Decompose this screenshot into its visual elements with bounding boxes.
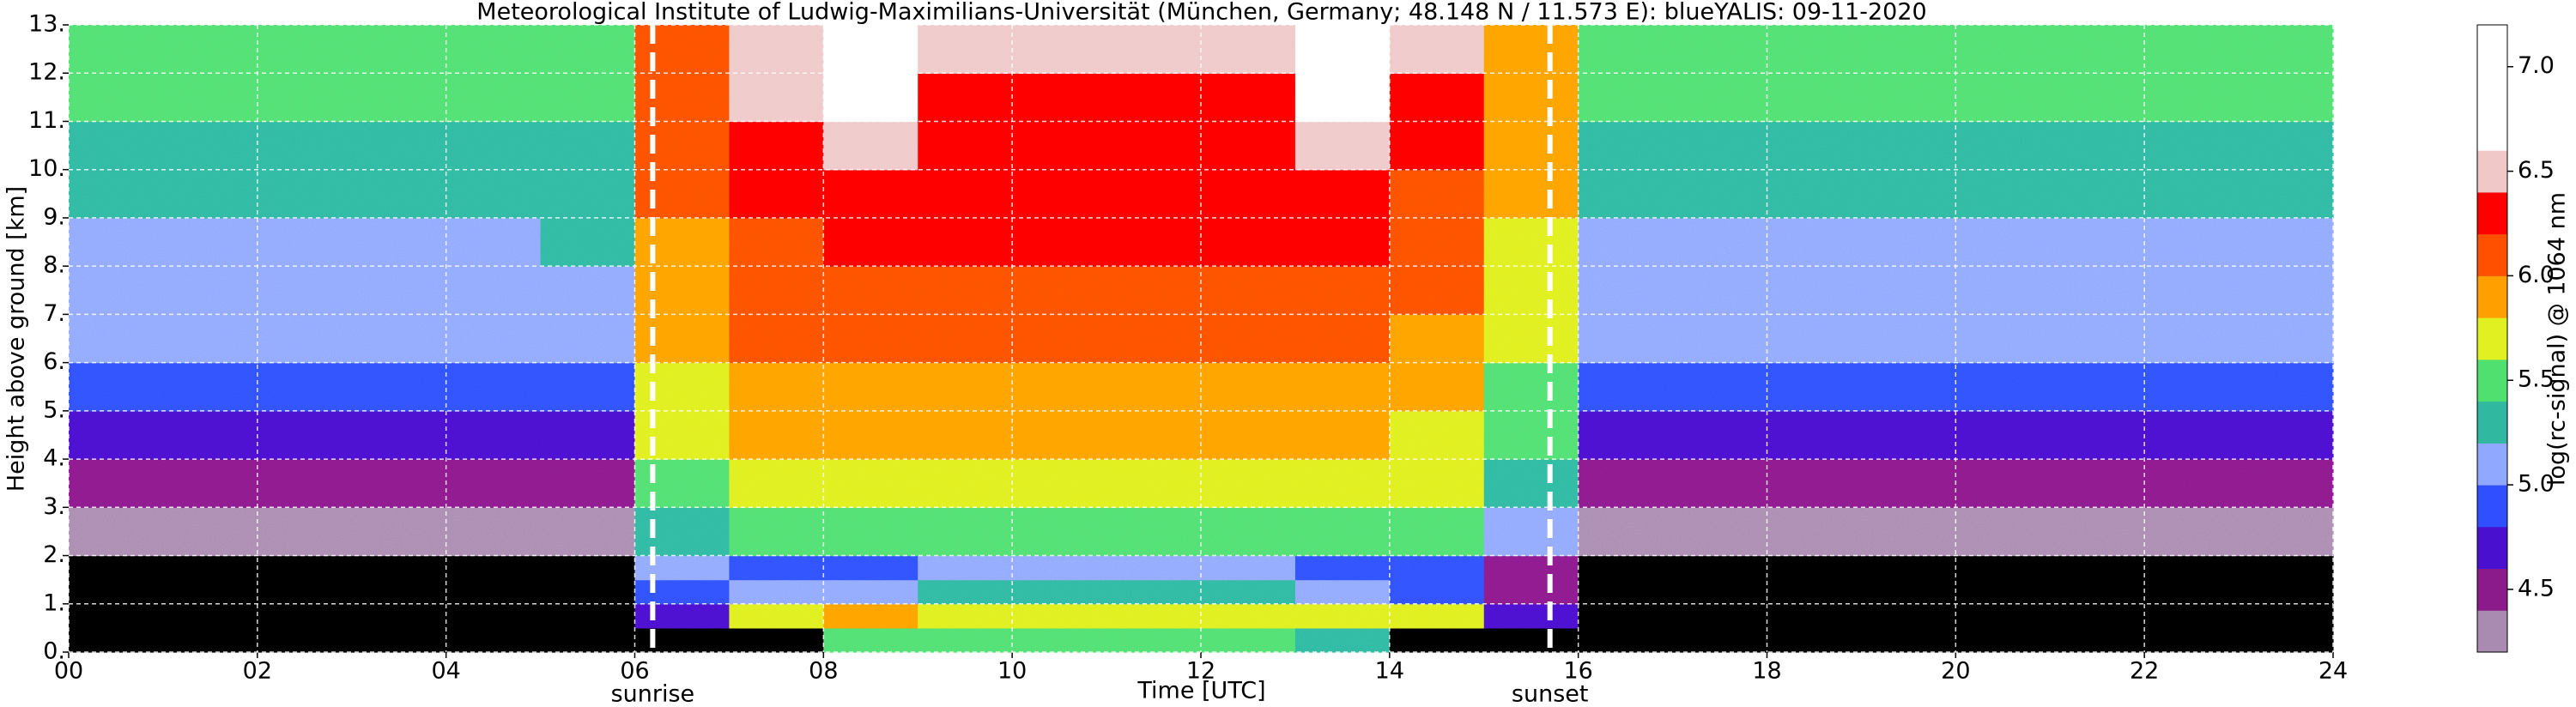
colorbar-tick-label: 5.5: [2518, 366, 2555, 393]
x-tick-label: 18: [1752, 658, 1781, 685]
colorbar-segment: [2477, 150, 2507, 193]
x-tick-label: 10: [997, 658, 1027, 685]
colorbar-segment: [2477, 275, 2507, 318]
colorbar-tick-label: 6.5: [2518, 157, 2555, 184]
x-tick-label: 06: [620, 658, 649, 685]
x-tick-label: 16: [1563, 658, 1592, 685]
colorbar-segment: [2477, 610, 2507, 653]
colorbar-tick-label: 4.5: [2518, 575, 2555, 601]
x-tick-label: 14: [1375, 658, 1404, 685]
chart-title: Meteorological Institute of Ludwig-Maxim…: [476, 0, 1926, 26]
y-tick-label: 0.: [43, 638, 65, 665]
x-tick-label: 12: [1186, 658, 1215, 685]
x-tick-label: 02: [243, 658, 272, 685]
y-tick-label: 13.: [28, 11, 65, 38]
y-tick-label: 11.: [28, 107, 65, 134]
x-tick-label: 08: [809, 658, 838, 685]
y-tick-label: 6.: [43, 348, 65, 375]
x-axis-label: Time [UTC]: [1136, 678, 1265, 704]
colorbar-segment: [2477, 568, 2507, 611]
colorbar-segment: [2477, 191, 2507, 235]
colorbar-segment: [2477, 443, 2507, 486]
y-tick-label: 12.: [28, 59, 65, 86]
x-tick-label: 22: [2130, 658, 2159, 685]
x-tick-label: 20: [1941, 658, 1970, 685]
y-tick-label: 8.: [43, 252, 65, 279]
colorbar-segment: [2477, 485, 2507, 528]
y-tick-label: 2.: [43, 541, 65, 568]
y-tick-label: 10.: [28, 155, 65, 182]
colorbar-tick-label: 6.0: [2518, 262, 2555, 288]
colorbar-label: log(rc-signal) @ 1064 nm: [2544, 192, 2571, 486]
annotation-label: sunrise: [611, 681, 695, 707]
y-tick-label: 9.: [43, 203, 65, 230]
colorbar-tick-label: 7.0: [2518, 52, 2555, 79]
colorbar-segment: [2477, 526, 2507, 570]
colorbar-tick-label: 5.0: [2518, 471, 2555, 498]
colorbar-frame: [2476, 24, 2508, 653]
y-tick-label: 4.: [43, 445, 65, 472]
y-axis-label: Height above ground [km]: [3, 186, 30, 492]
colorbar-segment: [2477, 317, 2507, 360]
colorbar-segment: [2477, 25, 2507, 151]
colorbar-segment: [2477, 233, 2507, 276]
y-tick-label: 7.: [43, 300, 65, 327]
overlay: [63, 24, 2334, 658]
y-tick-label: 3.: [43, 493, 65, 520]
y-tick-label: 5.: [43, 396, 65, 423]
x-tick-label: 24: [2318, 658, 2348, 685]
x-tick-label: 00: [54, 658, 83, 685]
annotation-label: sunset: [1512, 681, 1589, 707]
colorbar-segment: [2477, 401, 2507, 444]
colorbar-segment: [2477, 359, 2507, 402]
x-tick-label: 04: [431, 658, 460, 685]
y-tick-label: 1.: [43, 589, 65, 616]
